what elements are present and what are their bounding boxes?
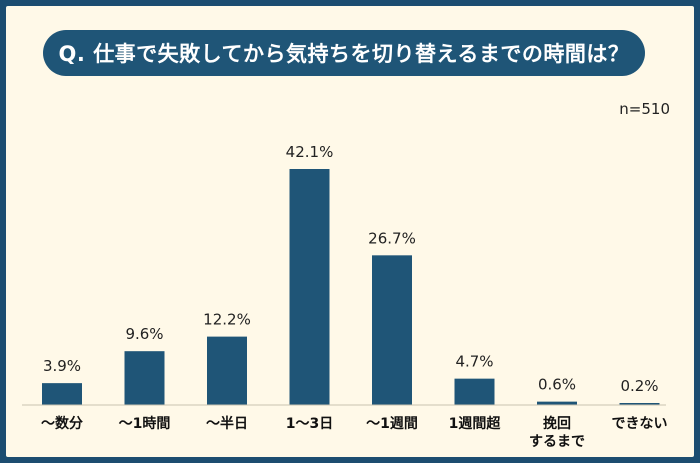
bar-2 — [207, 336, 247, 405]
chart-title: Q. 仕事で失敗してから気持ちを切り替えるまでの時間は？ — [43, 30, 645, 76]
category-label-6-line-1: するまで — [529, 434, 585, 450]
bar-1 — [124, 351, 165, 405]
bar-7 — [619, 403, 660, 405]
chart-frame — [6, 6, 694, 457]
bars-group: 3.9% ～数分 9.6% ～1時間 12.2% ～半日 42.1% 1～3日 26.7% ～1週… — [41, 143, 668, 450]
bar-6 — [537, 401, 577, 405]
category-label-3: 1～3日 — [286, 416, 333, 432]
value-label-2: 12.2% — [203, 311, 251, 329]
category-label-5: 1週間超 — [449, 415, 502, 432]
bar-3 — [289, 169, 330, 405]
bar-0 — [42, 383, 82, 405]
value-label-7: 0.2% — [620, 377, 658, 395]
category-label-2: ～半日 — [206, 415, 248, 432]
value-label-1: 9.6% — [125, 325, 163, 343]
value-label-4: 26.7% — [368, 229, 416, 247]
category-label-4: ～1週間 — [366, 416, 418, 432]
sample-size-label: n=510 — [619, 100, 670, 118]
value-label-5: 4.7% — [455, 353, 493, 371]
value-label-0: 3.9% — [43, 357, 81, 375]
value-label-6: 0.6% — [538, 376, 576, 394]
bar-4 — [372, 255, 412, 405]
category-label-7: できない — [612, 416, 668, 432]
category-label-1: ～1時間 — [119, 415, 171, 432]
bar-5 — [454, 378, 495, 405]
category-label-0: ～数分 — [41, 415, 83, 432]
category-label-6-line-0: 挽回 — [543, 415, 571, 432]
value-label-3: 42.1% — [286, 143, 334, 161]
